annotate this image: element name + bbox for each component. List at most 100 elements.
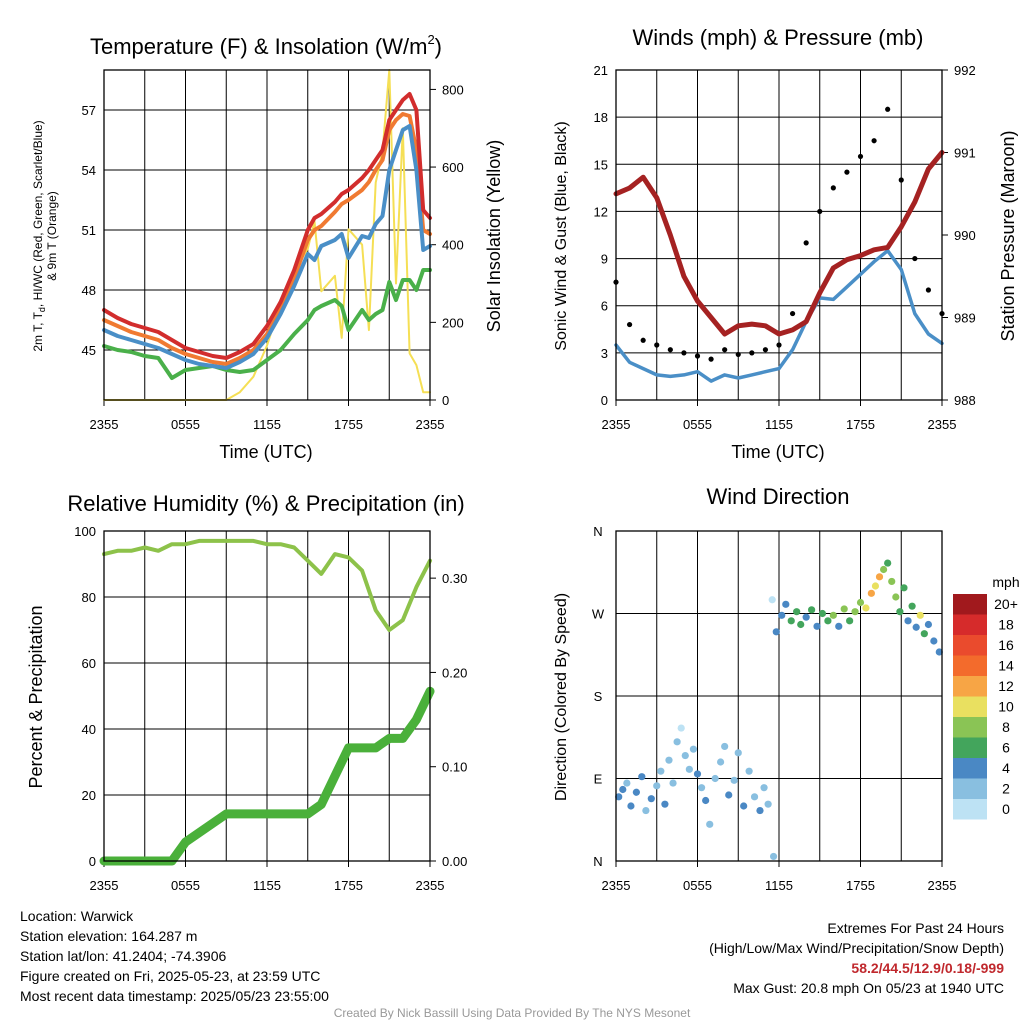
location-text: Location: Warwick: [20, 908, 134, 924]
station-info: Location: Warwick Station elevation: 164…: [20, 906, 329, 1006]
wind-direction-point: [912, 623, 920, 631]
wind-direction-point: [750, 793, 759, 801]
dir-y-tick-label: E: [594, 772, 603, 787]
temp-ylabel-line2: & 9m T (Orange): [45, 191, 59, 281]
legend-swatch: [953, 594, 987, 615]
rh-x-tick-label: 1755: [334, 878, 363, 893]
dir-plot-border: [615, 530, 943, 862]
legend-label: 10: [998, 699, 1014, 715]
dir-x-tick-label: 2355: [928, 878, 957, 893]
wind-direction-point: [706, 820, 714, 828]
temp-y-tick-label: 54: [82, 163, 96, 178]
wind-gust-dot: [912, 255, 918, 262]
wind-direction-point: [681, 751, 689, 760]
wind-direction-point: [623, 779, 631, 787]
wind-direction-point: [835, 622, 843, 630]
wind-gust-dot: [735, 351, 741, 358]
wind-y-tick-label: 18: [594, 110, 608, 125]
wind-gust-dot: [789, 310, 796, 317]
wind-direction-point: [730, 776, 738, 784]
plot-layer: 2355 0555 1155 1755 235545485154570200400600…: [74, 63, 1018, 893]
rh-y2-tick-label: 0.10: [442, 760, 467, 775]
legend-label: 18: [998, 617, 1014, 633]
wind-direction-point: [619, 785, 627, 794]
wind-plot-border: [615, 69, 943, 401]
wind-direction-point: [879, 565, 888, 574]
rh-x-tick-label: 1155: [253, 878, 281, 893]
temp-y2-tick-label: 600: [442, 160, 464, 175]
wind-direction-point: [642, 806, 650, 815]
wind-direction-point: [756, 806, 764, 815]
wind-gust-dot: [885, 106, 891, 112]
wind-direction-point: [851, 608, 859, 616]
legend-label: 14: [998, 658, 1014, 674]
wind-direction-point: [632, 788, 640, 796]
legend-label: 8: [1002, 719, 1010, 735]
extremes-title: Extremes For Past 24 Hours: [827, 920, 1004, 936]
rh-y2-tick-label: 0.00: [442, 854, 467, 869]
wind-direction-point: [716, 758, 725, 766]
rh-x-tick-label: 0555: [171, 878, 200, 893]
wind-direction-point: [657, 767, 665, 775]
wind-panel-title: Winds (mph) & Pressure (mb): [633, 25, 924, 50]
wind-direction-point: [875, 573, 884, 581]
wind-direction-point: [760, 784, 768, 792]
rh-y2-tick-label: 0.20: [442, 665, 467, 680]
temp-y-tick-label: 51: [82, 223, 96, 238]
temp-y-tick-label: 45: [82, 343, 96, 358]
dir-y-tick-label: S: [594, 689, 603, 704]
wind-gust-dot: [667, 347, 673, 353]
legend-label: 16: [998, 637, 1014, 653]
recent-data-text: Most recent data timestamp: 2025/05/23 2…: [20, 988, 329, 1004]
wind-gust-dot: [694, 353, 701, 359]
wind-direction-point: [856, 598, 865, 607]
credit-text: Created By Nick Bassill Using Data Provi…: [333, 1006, 691, 1020]
wind-ylabel: Sonic Wind & Gust (Blue, Black): [553, 121, 570, 350]
temp-series-green: [102, 268, 432, 380]
wind-direction-point: [818, 609, 827, 618]
wind-direction-point: [871, 582, 880, 590]
wind-direction-point: [808, 606, 816, 614]
extremes-values: 58.2/44.5/12.9/0.18/-999: [851, 960, 1004, 976]
wind-direction-point: [615, 793, 623, 801]
wind-y-tick-label: 15: [594, 157, 608, 172]
wind-y-tick-label: 21: [594, 63, 608, 78]
legend-label: 2: [1002, 781, 1010, 797]
legend-swatch: [953, 799, 987, 820]
temp-plot-border: [103, 69, 431, 401]
rh-x-tick-label: 2355: [90, 878, 119, 893]
station-pressure-line: [613, 150, 945, 337]
wind-direction-point: [920, 630, 928, 638]
wind-gust-dot: [681, 350, 687, 356]
legend-swatch: [953, 778, 987, 799]
wind-y2-tick-label: 990: [954, 228, 976, 243]
wind-gust-dot: [640, 337, 646, 343]
wind-gust-dot: [776, 342, 782, 348]
wind-direction-point: [904, 617, 912, 625]
wind-x-tick-label: 0555: [683, 417, 712, 432]
wind-direction-point: [769, 852, 778, 861]
wind-speed-line: [614, 248, 944, 383]
dir-y-tick-label: W: [592, 607, 605, 622]
wind-direction-point: [908, 602, 916, 610]
legend-swatch: [953, 737, 987, 758]
dir-x-tick-label: 1755: [846, 878, 875, 893]
wind-direction-point: [669, 779, 677, 787]
wind-gust-dot: [817, 208, 823, 215]
wind-x-tick-label: 1155: [765, 417, 793, 432]
wind-direction-point: [867, 589, 875, 597]
legend-swatch: [953, 676, 987, 697]
elevation-text: Station elevation: 164.287 m: [20, 928, 198, 944]
dir-y-tick-label: N: [593, 854, 602, 869]
wind-gust-dot: [898, 177, 904, 183]
wind-direction-point: [764, 800, 772, 808]
legend-swatch: [953, 635, 987, 656]
wind-y2-tick-label: 992: [954, 63, 976, 78]
wind-direction-point: [740, 802, 748, 810]
wind-direction-point: [725, 791, 733, 799]
temp-y2-tick-label: 400: [442, 238, 464, 253]
wind-xlabel: Time (UTC): [731, 442, 824, 462]
wind-direction-point: [768, 596, 776, 604]
legend-label: 20+: [994, 596, 1018, 612]
